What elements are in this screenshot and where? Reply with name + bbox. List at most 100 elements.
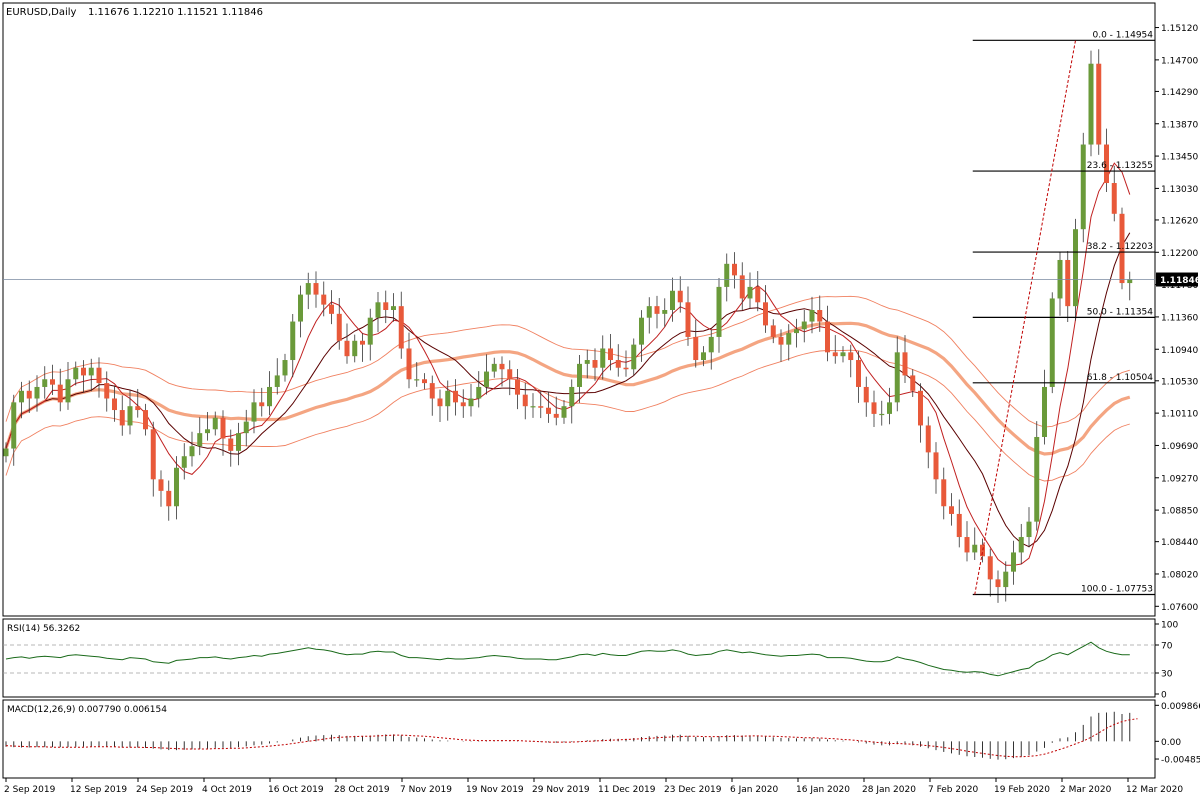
candle-body bbox=[197, 433, 203, 447]
current-price-marker bbox=[1156, 272, 1198, 287]
candle-body bbox=[770, 325, 776, 337]
candle-body bbox=[902, 352, 908, 376]
candle-body bbox=[925, 425, 931, 453]
candle-body bbox=[243, 421, 249, 434]
candle-body bbox=[949, 506, 954, 514]
candle-body bbox=[104, 383, 110, 399]
macd-tick-label: 0.009866 bbox=[1161, 702, 1200, 712]
candle-body bbox=[65, 379, 71, 403]
candle-body bbox=[1119, 213, 1125, 284]
candle-body bbox=[584, 360, 590, 364]
candle-body bbox=[143, 410, 148, 430]
candle-body bbox=[887, 402, 892, 414]
price-tick-label: 1.12620 bbox=[1161, 216, 1198, 226]
candle-body bbox=[453, 390, 458, 403]
candle-body bbox=[73, 367, 79, 380]
macd-panel-frame bbox=[2, 699, 1156, 779]
price-tick-label: 1.09270 bbox=[1161, 474, 1198, 484]
candle-body bbox=[677, 290, 683, 303]
candle-body bbox=[11, 402, 17, 449]
macd-panel bbox=[5, 711, 1138, 760]
candle-body bbox=[290, 321, 296, 361]
candle-body bbox=[1011, 552, 1016, 572]
macd-tick-label: -0.00485 bbox=[1161, 756, 1200, 766]
candle-body bbox=[693, 336, 699, 361]
candle-body bbox=[1096, 63, 1102, 145]
candle-body bbox=[1026, 521, 1032, 538]
candle-body bbox=[600, 348, 606, 368]
time-tick-label: 2 Mar 2020 bbox=[1060, 785, 1112, 795]
candle-body bbox=[406, 348, 412, 380]
candle-body bbox=[174, 467, 179, 507]
time-tick-label: 19 Nov 2019 bbox=[466, 785, 524, 795]
candle-body bbox=[623, 367, 629, 370]
price-tick-label: 1.08440 bbox=[1161, 538, 1198, 548]
price-panel: 0.0 - 1.14954 23.6 - 1.13255 38.2 - 1.1220… bbox=[3, 30, 1155, 603]
candle-body bbox=[150, 429, 156, 480]
time-tick-label: 4 Oct 2019 bbox=[202, 785, 252, 795]
fibonacci-level-label: 61.8 - 1.10504 bbox=[1087, 373, 1153, 383]
candle-body bbox=[50, 379, 55, 385]
candle-body bbox=[670, 290, 675, 310]
candle-body bbox=[360, 340, 365, 345]
rsi-panel bbox=[3, 641, 1155, 677]
candle-body bbox=[894, 352, 900, 403]
candle-body bbox=[918, 390, 923, 426]
candle-body bbox=[367, 317, 373, 345]
candle-body bbox=[1088, 63, 1094, 145]
candle-body bbox=[259, 402, 265, 407]
candle-body bbox=[538, 406, 544, 408]
time-tick-label: 16 Oct 2019 bbox=[268, 785, 324, 795]
price-tick-label: 1.10940 bbox=[1161, 346, 1198, 356]
fibonacci-level-label: 38.2 - 1.12203 bbox=[1087, 242, 1153, 252]
price-panel-frame bbox=[2, 2, 1156, 617]
rsi-tick-label: 0 bbox=[1161, 691, 1167, 701]
macd-label: MACD(12,26,9) 0.007790 0.006154 bbox=[7, 705, 167, 715]
candle-body bbox=[809, 310, 815, 322]
candle-body bbox=[592, 360, 598, 368]
candle-body bbox=[708, 336, 714, 353]
time-tick-label: 6 Jan 2020 bbox=[730, 785, 778, 795]
candle-body bbox=[801, 321, 807, 330]
candle-body bbox=[383, 302, 389, 310]
candle-body bbox=[445, 390, 451, 407]
macd-signal-line bbox=[5, 718, 1138, 758]
price-tick-label: 1.14700 bbox=[1161, 56, 1198, 66]
price-tick-label: 1.11360 bbox=[1161, 313, 1198, 323]
time-tick-label: 7 Feb 2020 bbox=[928, 785, 979, 795]
candle-body bbox=[987, 556, 993, 580]
candle-body bbox=[127, 406, 133, 426]
candle-body bbox=[391, 306, 396, 310]
time-tick-label: 7 Nov 2019 bbox=[400, 785, 452, 795]
candle-body bbox=[220, 417, 226, 439]
candle-body bbox=[398, 306, 404, 349]
time-tick-label: 12 Sep 2019 bbox=[70, 785, 127, 795]
moving-average-red-line bbox=[5, 162, 1131, 566]
candle-body bbox=[732, 263, 737, 276]
candle-body bbox=[181, 456, 187, 468]
candle-body bbox=[26, 390, 32, 399]
candle-body bbox=[941, 479, 947, 507]
fibonacci-level-label: 0.0 - 1.14954 bbox=[1093, 30, 1154, 40]
rsi-tick-label: 100 bbox=[1161, 621, 1178, 631]
time-axis: 2 Sep 2019 12 Sep 2019 24 Sep 2019 4 Oct 20… bbox=[4, 778, 1183, 795]
candle-body bbox=[577, 363, 582, 387]
candle-body bbox=[561, 406, 567, 418]
candle-body bbox=[166, 490, 172, 507]
price-tick-label: 1.14290 bbox=[1161, 88, 1198, 98]
candle-body bbox=[460, 402, 466, 407]
candle-body bbox=[212, 417, 218, 430]
candle-body bbox=[205, 429, 210, 434]
candle-body bbox=[476, 386, 482, 399]
candle-body bbox=[34, 386, 40, 399]
price-tick-label: 1.13450 bbox=[1161, 153, 1198, 163]
macd-tick-label: 0.00 bbox=[1161, 738, 1181, 748]
candle-body bbox=[546, 407, 551, 414]
candle-body bbox=[639, 317, 644, 345]
candle-body bbox=[119, 410, 125, 426]
moving-average-thick-line bbox=[4, 321, 1131, 456]
time-tick-label: 12 Mar 2020 bbox=[1126, 785, 1183, 795]
rsi-line bbox=[5, 641, 1130, 677]
candle-body bbox=[321, 294, 327, 305]
